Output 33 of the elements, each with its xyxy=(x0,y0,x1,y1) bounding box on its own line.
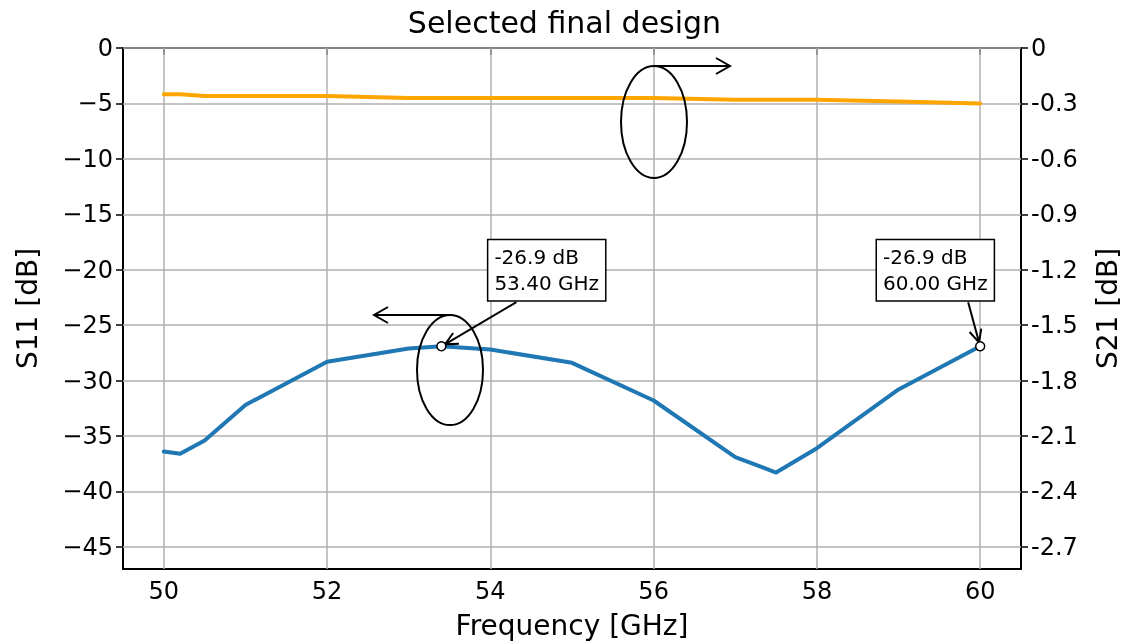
y-tick-label: −35 xyxy=(62,421,113,450)
line-series xyxy=(161,92,983,106)
y-tick-label: −45 xyxy=(62,532,113,561)
y2-tick-label: -1.5 xyxy=(1031,311,1078,340)
y-tick-label: −10 xyxy=(62,144,113,173)
y-axis-title: S11 [dB] xyxy=(10,247,44,370)
y-tick-label: −25 xyxy=(62,311,113,340)
y-tick-label: −20 xyxy=(62,255,113,284)
y2-tick-label: -0.6 xyxy=(1031,144,1078,173)
x-tick-label: 60 xyxy=(964,577,996,605)
annotation: -26.9 dB 60.00 GHz xyxy=(883,245,988,296)
x-tick-label: 58 xyxy=(801,577,833,605)
y-tick-label: −40 xyxy=(62,477,113,506)
y-tick-label: 0 xyxy=(97,34,113,62)
y2-tick-label: -2.7 xyxy=(1031,532,1078,561)
x-tick-label: 54 xyxy=(475,577,506,605)
y2-tick-label: -1.8 xyxy=(1031,366,1078,395)
chart-title: Selected final design xyxy=(407,4,722,40)
y-tick-label: −30 xyxy=(62,366,113,395)
x-tick-label: 50 xyxy=(148,577,180,605)
y-tick-label: −15 xyxy=(62,200,113,229)
y2-tick-label: 0 xyxy=(1031,34,1047,62)
y2-tick-label: -1.2 xyxy=(1031,255,1078,284)
y2-tick-label: -0.3 xyxy=(1031,89,1078,118)
y-tick-label: −5 xyxy=(77,89,113,118)
y2-tick-label: -2.1 xyxy=(1031,421,1078,450)
y2-axis-title: S21 [dB] xyxy=(1090,247,1124,370)
x-tick-label: 52 xyxy=(311,577,343,605)
x-tick-label: 56 xyxy=(638,577,669,605)
y2-tick-label: -2.4 xyxy=(1031,477,1078,506)
x-axis-title: Frequency [GHz] xyxy=(455,608,689,642)
y2-tick-label: -0.9 xyxy=(1031,200,1078,229)
annotation: -26.9 dB 53.40 GHz xyxy=(494,245,600,296)
